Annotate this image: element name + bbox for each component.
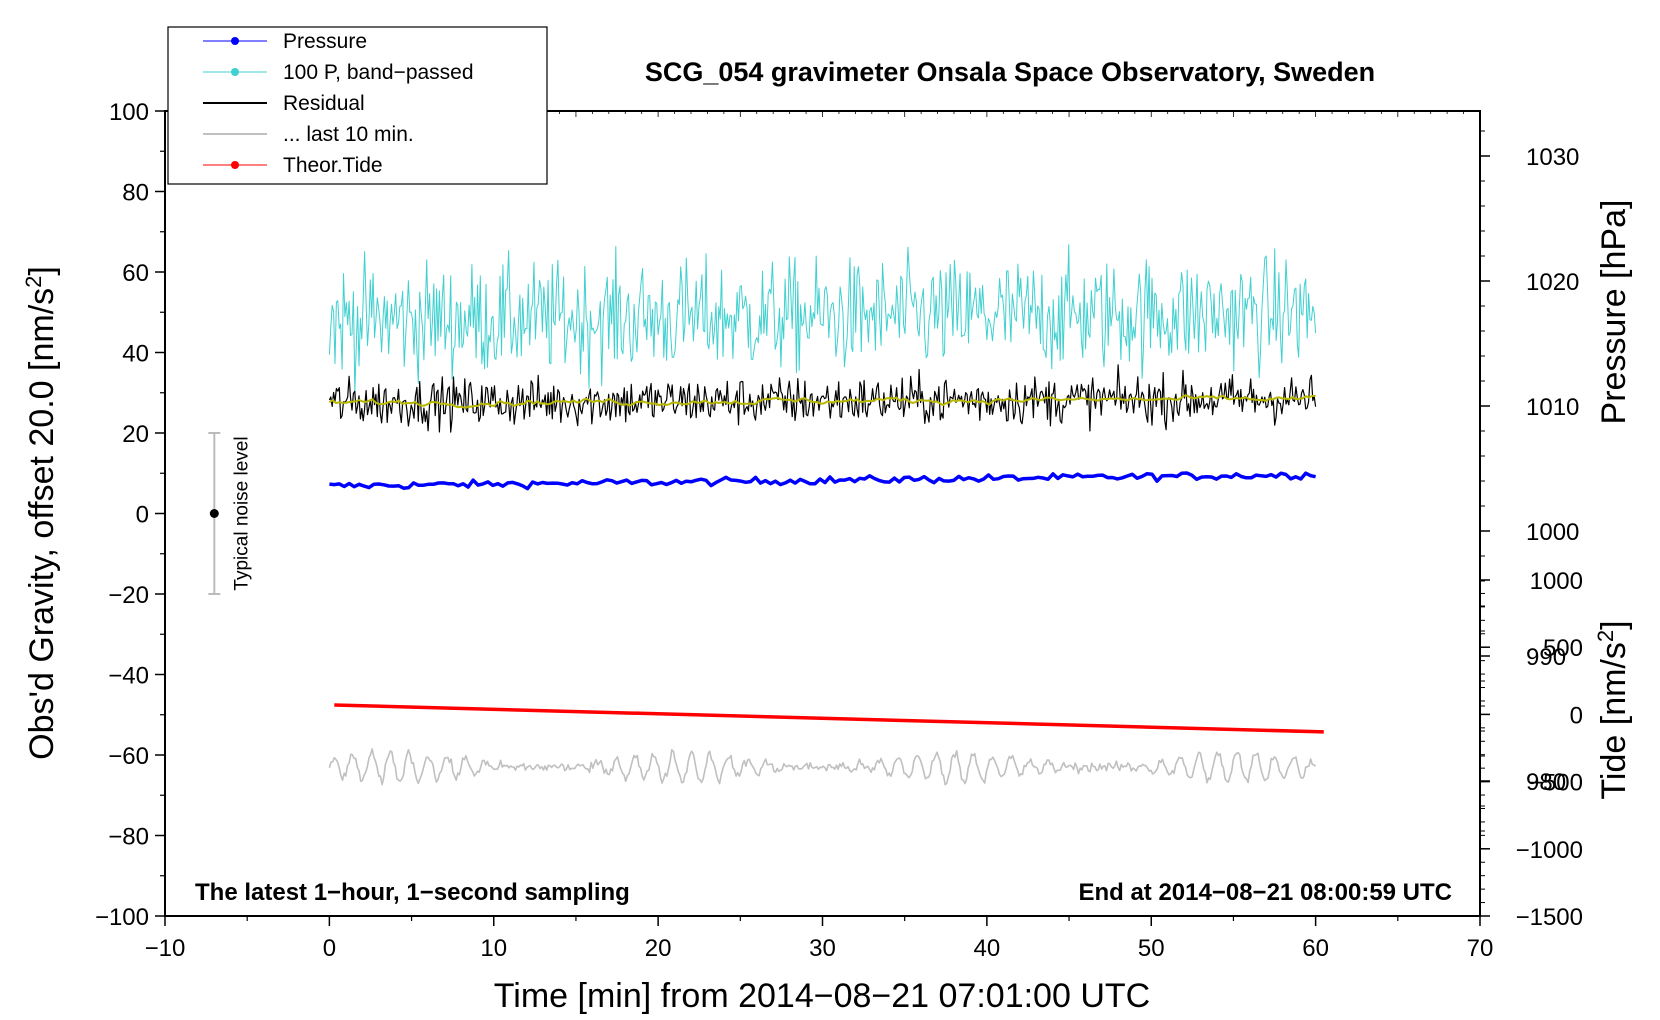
annotation-end-time: End at 2014−08−21 08:00:59 UTC bbox=[1078, 879, 1452, 906]
tide-tick-label-3: −500 bbox=[1529, 770, 1583, 797]
series-line-1 bbox=[328, 244, 1317, 393]
x-axis-label: Time [min] from 2014−08−21 07:01:00 UTC bbox=[494, 977, 1150, 1015]
legend-label-3: ... last 10 min. bbox=[283, 123, 414, 146]
y-tick-label-1: 80 bbox=[122, 180, 149, 207]
y-axis-pressure: 1030 1020 1010 1000 990 980 bbox=[1480, 130, 1579, 832]
series-line-5 bbox=[334, 703, 1324, 734]
pressure-tick-label-3: 1000 bbox=[1526, 519, 1579, 546]
x-tick-label-3: 20 bbox=[645, 935, 672, 962]
legend-marker-1 bbox=[231, 68, 239, 76]
noise-label: Typical noise level bbox=[231, 436, 252, 590]
y-tick-label-0: 100 bbox=[109, 99, 149, 126]
traces-layer bbox=[328, 244, 1324, 786]
y-axis-tide-label-text: Tide [nm/s bbox=[1595, 642, 1633, 799]
legend-label-0: Pressure bbox=[283, 30, 367, 53]
y-axis-tide-label-close: ] bbox=[1595, 620, 1633, 629]
y-tick-label-6: −20 bbox=[108, 582, 149, 609]
noise-bar-center bbox=[209, 509, 219, 518]
noise-level-indicator: Typical noise level bbox=[208, 432, 252, 595]
y-tick-label-10: −100 bbox=[95, 904, 149, 931]
series-line-2 bbox=[328, 364, 1317, 433]
y-axis-pressure-label: Pressure [hPa] bbox=[1595, 200, 1633, 425]
x-tick-label-4: 30 bbox=[809, 935, 836, 962]
x-tick-label-6: 50 bbox=[1138, 935, 1165, 962]
legend-marker-0 bbox=[231, 37, 239, 45]
x-tick-label-2: 10 bbox=[480, 935, 507, 962]
pressure-tick-label-4: 990 bbox=[1526, 644, 1566, 671]
x-tick-label-7: 60 bbox=[1302, 935, 1329, 962]
x-axis: −10 0 10 20 30 40 50 60 70 bbox=[145, 111, 1494, 962]
legend-label-2: Residual bbox=[283, 92, 365, 115]
legend-label-4: Theor.Tide bbox=[283, 154, 383, 177]
pressure-tick-label-2: 1010 bbox=[1526, 394, 1579, 421]
series-line-3 bbox=[328, 394, 1316, 409]
y-tick-label-8: −60 bbox=[108, 743, 149, 770]
x-tick-label-0: −10 bbox=[145, 935, 186, 962]
tide-tick-label-0: 1000 bbox=[1530, 568, 1583, 595]
series-line-0 bbox=[329, 471, 1316, 491]
x-tick-label-1: 0 bbox=[323, 935, 336, 962]
y-axis-tide-label: Tide [nm/s2] bbox=[1593, 620, 1634, 799]
tide-tick-label-1: 500 bbox=[1543, 635, 1583, 662]
y-axis-left-label-text: Obs'd Gravity, offset 20.0 [nm/s bbox=[23, 288, 61, 760]
legend-label-1: 100 P, band−passed bbox=[283, 61, 474, 84]
y-axis-left: 100 80 60 40 20 0 −20 −40 −60 −80 −100 bbox=[95, 99, 165, 931]
chart-title: SCG_054 gravimeter Onsala Space Observat… bbox=[645, 57, 1375, 87]
y-tick-label-9: −80 bbox=[108, 824, 149, 851]
tide-tick-label-2: 0 bbox=[1570, 702, 1583, 729]
pressure-tick-label-1: 1020 bbox=[1526, 269, 1579, 296]
legend-marker-4 bbox=[231, 161, 239, 169]
y-tick-label-4: 20 bbox=[122, 421, 149, 448]
y-axis-left-label: Obs'd Gravity, offset 20.0 [nm/s2] bbox=[21, 266, 62, 760]
legend: Pressure 100 P, band−passed Residual ... la… bbox=[167, 26, 548, 185]
y-axis-left-label-close: ] bbox=[23, 266, 61, 275]
x-tick-label-5: 40 bbox=[974, 935, 1001, 962]
y-axis-tide-label-sup: 2 bbox=[1593, 630, 1618, 642]
pressure-tick-label-0: 1030 bbox=[1526, 144, 1579, 171]
series-line-4 bbox=[328, 748, 1317, 786]
y-tick-label-7: −40 bbox=[108, 663, 149, 690]
x-tick-label-8: 70 bbox=[1467, 935, 1494, 962]
tide-tick-label-5: −1500 bbox=[1516, 904, 1583, 931]
plot-frame bbox=[164, 110, 1481, 917]
annotation-sampling: The latest 1−hour, 1−second sampling bbox=[195, 879, 630, 906]
y-tick-label-5: 0 bbox=[136, 502, 149, 529]
y-tick-label-2: 60 bbox=[122, 260, 149, 287]
y-tick-label-3: 40 bbox=[122, 341, 149, 368]
tide-tick-label-4: −1000 bbox=[1516, 837, 1583, 864]
pressure-tick-label-5: 980 bbox=[1526, 769, 1566, 796]
legend-box bbox=[167, 26, 548, 185]
y-axis-left-label-sup: 2 bbox=[21, 276, 46, 288]
y-axis-tide: 1000 500 0 −500 −1000 −1500 bbox=[1480, 568, 1583, 931]
